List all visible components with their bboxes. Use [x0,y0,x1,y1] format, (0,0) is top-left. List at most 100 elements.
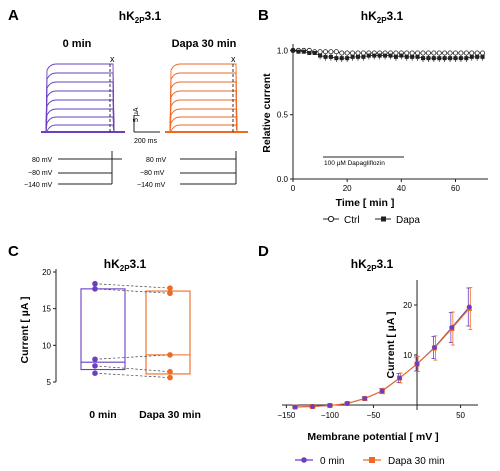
protocol-label-minus80-right: −80 mV [140,170,165,177]
data-point-ctrl [420,50,426,56]
panel-b-x-axis-label: Time [ min ] [336,197,395,209]
data-point-0min [327,403,333,408]
data-point-dapa [437,56,442,61]
legend-marker-dapa [381,216,386,222]
panel-c-plot [80,280,191,381]
data-point-dapa [404,54,409,59]
data-point-ctrl [409,50,415,56]
data-point-dapa [167,368,173,375]
pair-connector [94,354,171,360]
panel-b-y-axis-label: Relative current [261,73,273,153]
y-tick-label: 20 [403,301,412,310]
current-trace [168,72,238,133]
scale-bar-x-label: 200 ms [134,138,157,145]
data-point-ctrl [425,50,431,56]
data-point-dapa [410,54,415,59]
y-tick-label: 1.0 [277,46,289,55]
data-point-dapa [442,56,447,61]
data-point-dapa [318,53,323,58]
legend-label-ctrl: Ctrl [344,215,360,226]
current-trace [44,116,115,133]
data-point-0min [92,370,98,377]
data-point-ctrl [317,49,323,55]
legend-label-0min: 0 min [320,456,344,467]
panel-c-category-0min: 0 min [89,409,116,421]
data-point-ctrl [447,50,453,56]
panel-c: C hK2P3.1 5 10 15 20 Current [ µA ] 0 min D… [8,243,201,421]
current-trace [168,81,238,133]
data-point-dapa [366,53,371,58]
data-point-dapa [372,53,377,58]
data-point-dapa [339,56,344,61]
current-trace [44,90,115,133]
marker-right: x [231,54,236,64]
data-point-ctrl [350,50,356,56]
data-point-ctrl [469,50,475,56]
data-point-dapa [356,54,360,59]
panel-a-letter: A [8,7,19,24]
y-tick-label: 0.0 [277,175,289,184]
legend-marker-0min [301,457,307,463]
data-point-dapa [312,51,317,55]
data-point-dapa [480,54,485,59]
data-point-0min [449,325,455,330]
current-traces-0min [41,63,125,133]
data-point-ctrl [442,50,448,56]
panel-d-plot [292,287,473,410]
y-tick-label: 10 [403,351,412,360]
data-point-dapa [307,51,312,55]
data-point-ctrl [339,50,345,56]
panel-d-title: hK2P3.1 [351,257,394,273]
panel-a-title: hK2P3.1 [119,9,162,25]
y-tick-label: 20 [42,268,51,277]
data-point-dapa [426,56,431,61]
data-point-dapa [399,53,404,58]
data-point-0min [292,404,298,410]
data-point-ctrl [328,49,334,55]
x-tick-label: 20 [343,184,352,193]
data-point-0min [432,345,437,350]
data-point-0min [362,396,368,401]
protocol-label-minus140-right: −140 mV [137,182,166,189]
current-trace [168,63,238,133]
current-trace [168,124,238,133]
x-tick-label: −100 [321,411,340,420]
data-point-ctrl [360,50,366,56]
protocol-label-minus140: −140 mV [24,182,53,189]
protocol-label-minus80: −80 mV [28,170,53,177]
voltage-protocol-left [58,151,122,185]
data-point-ctrl [436,50,442,56]
panel-a: A hK2P3.1 0 min Dapa 30 min x x 5 µA 200… [8,7,248,189]
marker-left: x [110,54,115,64]
box-0min [80,288,126,371]
data-point-ctrl [474,50,480,56]
legend-marker-ctrl [327,215,335,223]
data-point-dapa [167,374,173,381]
panel-d: D hK2P3.1 −150 −100 −50 50 10 20 Current [ µA… [258,243,478,467]
y-tick-label: 0.5 [277,111,289,120]
data-point-dapa [167,285,173,291]
panel-b: B hK2P3.1 0 20 40 60 0.0 0.5 1.0 100 µM Dapagl… [258,7,488,226]
data-point-dapa [345,56,350,61]
data-point-dapa [291,48,295,53]
data-point-dapa [415,54,420,59]
current-trace [44,99,115,133]
box-dapa [145,290,191,375]
panel-b-axes: 0 20 40 60 0.0 0.5 1.0 [277,44,488,193]
pair-connector [94,372,171,378]
data-point-ctrl [322,49,328,55]
data-point-0min [397,375,402,381]
data-point-dapa [296,49,301,54]
y-tick-label: 10 [42,341,51,350]
data-point-ctrl [458,50,464,56]
data-point-dapa [334,56,339,61]
panel-c-category-dapa: Dapa 30 min [139,409,201,421]
data-point-dapa [421,56,425,61]
panel-d-x-axis-label: Membrane potential [ mV ] [307,431,438,443]
data-point-0min [310,404,315,409]
data-point-dapa [388,53,393,58]
data-point-ctrl [355,50,361,56]
y-tick-label: 5 [47,378,52,387]
current-trace [168,116,238,133]
data-point-ctrl [393,50,399,56]
